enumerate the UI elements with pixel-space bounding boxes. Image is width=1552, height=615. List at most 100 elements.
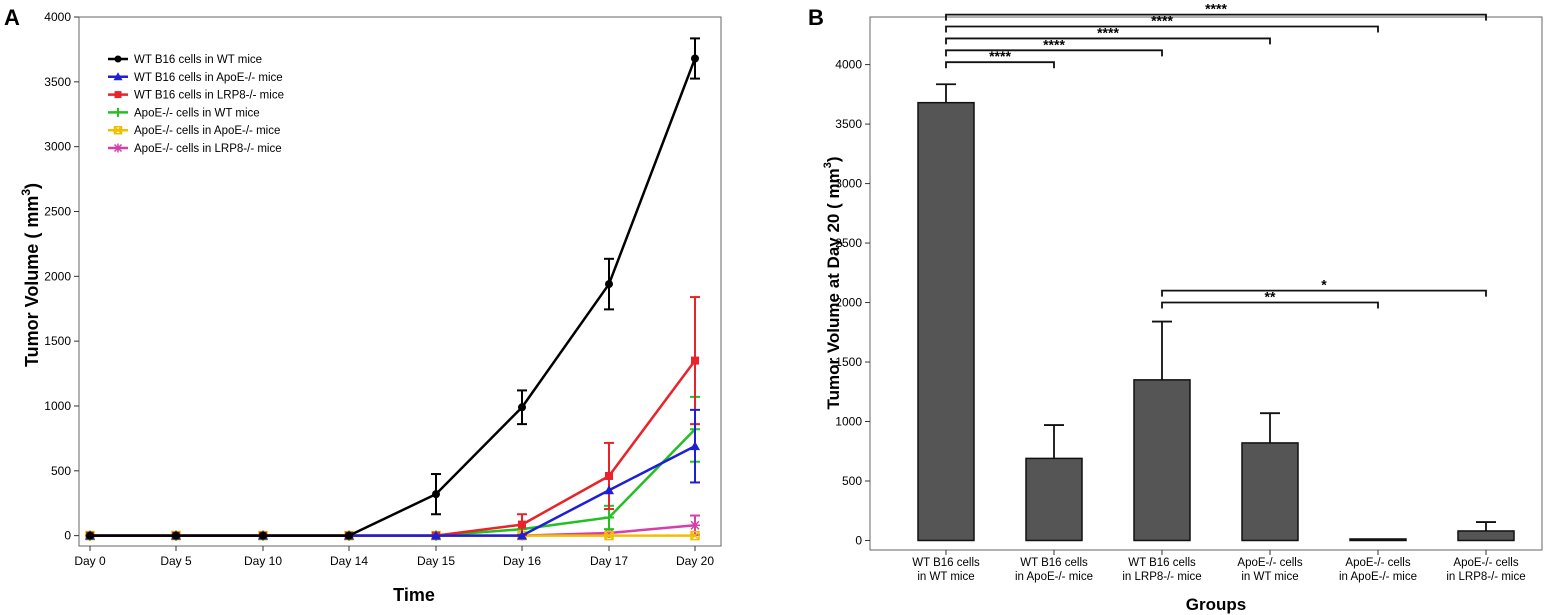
legend-label: WT B16 cells in WT mice	[134, 54, 262, 66]
series-group-a	[85, 37, 700, 541]
point-marker	[691, 54, 699, 63]
point-marker	[690, 441, 700, 451]
bar	[1133, 379, 1191, 542]
legend-label: ApoE-/- cells in LRP8-/- mice	[134, 143, 282, 155]
y-tick-label-a: 2500	[44, 204, 71, 218]
significance-label: *	[1321, 277, 1327, 293]
series-line	[90, 58, 697, 537]
y-tick-label-b: 3500	[835, 117, 862, 131]
x-tick-label-a: Day 15	[417, 554, 455, 568]
point-marker	[518, 403, 526, 412]
panel-label-a: A	[4, 5, 20, 30]
x-tick-label-a: Day 20	[676, 554, 714, 568]
significance-label: ****	[1151, 13, 1173, 29]
y-axis-title-a-text: Tumor Volume ( mm	[22, 196, 42, 367]
significance-bracket	[945, 13, 1487, 21]
point-marker	[517, 530, 527, 540]
significance-label: ****	[1097, 24, 1119, 40]
point-marker	[432, 490, 440, 499]
bar	[1241, 442, 1299, 542]
plot-frame-a	[78, 16, 722, 547]
point-marker	[604, 530, 614, 541]
x-tick-label-b-line2: in WT mice	[1241, 571, 1298, 583]
y-tick-label-a: 3000	[44, 140, 71, 154]
y-axis-title-a-close: )	[22, 183, 42, 189]
y-axis-title-b: Tumor Volume at Day 20 ( mm3)	[822, 156, 843, 409]
point-marker	[691, 356, 699, 365]
y-tick-label-b: 2500	[835, 236, 862, 250]
y-axis-title-b-text: Tumor Volume at Day 20 ( mm	[824, 168, 843, 409]
point-marker	[86, 531, 94, 540]
point-marker	[172, 531, 180, 540]
bar	[917, 101, 975, 542]
point-marker	[604, 528, 614, 539]
point-marker	[113, 143, 123, 153]
point-marker	[605, 471, 613, 480]
significance-label: ****	[1205, 1, 1227, 17]
point-marker	[345, 531, 353, 540]
y-axis-b: 0 500 1000 1500 2000 2500 3000 3500 4000	[835, 58, 870, 547]
y-tick-label-a: 0	[64, 529, 71, 543]
y-tick-label-a: 4000	[44, 10, 71, 24]
y-tick-label-b: 0	[855, 533, 862, 547]
point-marker	[431, 530, 441, 540]
point-marker	[259, 531, 267, 540]
y-tick-label-a: 3500	[44, 75, 71, 89]
x-tick-label-b-line1: WT B16 cells	[1128, 557, 1196, 569]
significance-brackets: ***********************	[945, 1, 1487, 309]
series-wt-b16-cells-in-wt-mice	[86, 37, 700, 540]
bar	[1457, 530, 1515, 542]
significance-label: ****	[989, 48, 1011, 64]
legend-label: WT B16 cells in ApoE-/- mice	[134, 72, 283, 84]
bar	[1025, 457, 1083, 542]
x-tick-label-b-line2: in LRP8-/- mice	[1446, 571, 1525, 583]
legend-label: ApoE-/- cells in WT mice	[134, 107, 260, 119]
x-tick-label-b-line2: in ApoE-/- mice	[1339, 571, 1417, 583]
x-axis-title-b: Groups	[1186, 595, 1246, 614]
x-tick-label-b-line2: in LRP8-/- mice	[1122, 571, 1201, 583]
significance-bracket	[1161, 289, 1487, 297]
x-tick-label-b-line1: ApoE-/- cells	[1453, 557, 1518, 569]
point-marker	[113, 125, 123, 135]
bar	[1349, 538, 1407, 542]
y-tick-label-b: 500	[842, 474, 862, 488]
point-marker	[690, 530, 700, 541]
y-axis-title-a: Tumor Volume ( mm3)	[19, 183, 42, 367]
significance-bracket	[945, 49, 1163, 57]
y-tick-label-b: 1000	[835, 415, 862, 429]
x-axis-b: WT B16 cells in WT mice WT B16 cells in Apo…	[912, 550, 1526, 583]
x-tick-label-a: Day 5	[160, 554, 192, 568]
y-axis-a: 0 500 1000 1500 2000 2500 3000 3500 4000	[44, 10, 79, 543]
y-tick-label-b: 1500	[835, 355, 862, 369]
y-tick-label-a: 500	[51, 464, 71, 478]
y-tick-label-a: 1000	[44, 399, 71, 413]
bars-group-b	[917, 83, 1515, 542]
legend-label: ApoE-/- cells in ApoE-/- mice	[134, 125, 280, 137]
legend-a: WT B16 cells in WT mice WT B16 cells in A…	[108, 54, 284, 155]
point-marker	[604, 512, 614, 523]
y-tick-label-b: 2000	[835, 296, 862, 310]
significance-bracket	[1161, 301, 1379, 309]
y-axis-title-b-close: )	[824, 156, 843, 162]
panel-label-b: B	[808, 5, 824, 30]
significance-bracket	[945, 61, 1055, 69]
x-tick-label-a: Day 17	[590, 554, 628, 568]
x-tick-label-b-line1: WT B16 cells	[1020, 557, 1088, 569]
y-tick-label-a: 2000	[44, 269, 71, 283]
x-tick-label-a: Day 16	[503, 554, 541, 568]
point-marker	[114, 91, 122, 99]
point-marker	[114, 55, 122, 63]
y-axis-title-b-sup: 3	[822, 162, 834, 168]
legend-label: WT B16 cells in LRP8-/- mice	[134, 90, 284, 102]
plot-frame-b	[869, 16, 1543, 551]
x-tick-label-b-line1: ApoE-/- cells	[1237, 557, 1302, 569]
point-marker	[518, 520, 526, 529]
significance-bracket	[945, 25, 1379, 33]
x-axis-a: Day 0 Day 5 Day 10 Day 14 Day 15 Day 16 Day 17…	[74, 546, 714, 568]
significance-bracket	[945, 37, 1271, 45]
x-tick-label-a: Day 14	[330, 554, 368, 568]
x-tick-label-b-line1: WT B16 cells	[912, 557, 980, 569]
point-marker	[113, 72, 123, 81]
